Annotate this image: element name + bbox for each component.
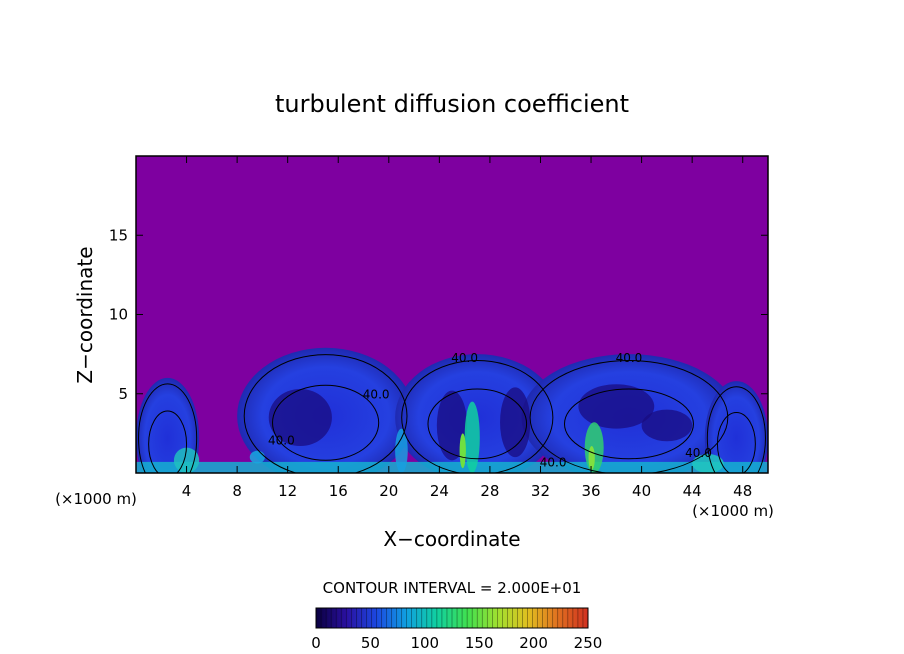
plot-area: 40.0 40.0 40.0 40.0 40.0 40.0 <box>135 155 769 474</box>
colorbar-tick-label: 0 <box>311 634 321 652</box>
y-tick-label: 5 <box>118 385 128 403</box>
x-tick-label: 32 <box>531 482 550 500</box>
x-tick-label: 12 <box>278 482 297 500</box>
chart-title: turbulent diffusion coefficient <box>275 90 629 118</box>
contour-interval-text: CONTOUR INTERVAL = 2.000E+01 <box>323 579 582 597</box>
colorbar: 0 50 100 150 200 250 <box>311 607 602 652</box>
y-tick-label: 10 <box>109 306 128 324</box>
contour-lines <box>138 354 766 473</box>
contour-line <box>138 383 198 473</box>
contour-label: 40.0 <box>363 388 390 402</box>
y-tick-label: 15 <box>109 226 128 244</box>
contour-line <box>706 386 766 473</box>
colorbar-tick-label: 250 <box>574 634 603 652</box>
colorbar-tick-label: 150 <box>465 634 494 652</box>
high-diffusion-core <box>459 433 466 469</box>
contour-label: 40.0 <box>451 351 478 365</box>
low-diffusion-pocket <box>500 387 531 458</box>
contour-label: 40.0 <box>268 433 295 447</box>
contour-label: 40.0 <box>540 456 567 470</box>
x-unit-left: (×1000 m) <box>55 490 137 508</box>
x-tick-label: 8 <box>232 482 242 500</box>
updraft-streak <box>464 401 480 473</box>
contour-line <box>401 359 554 473</box>
x-tick-label: 40 <box>632 482 651 500</box>
low-diffusion-pocket <box>578 384 655 429</box>
colorbar-tick-label: 50 <box>361 634 380 652</box>
colorbar-labels: 0 50 100 150 200 250 <box>311 634 602 652</box>
contour-line <box>716 411 756 473</box>
x-axis-ticks: 4 8 12 16 20 24 28 32 36 40 44 48 <box>182 156 752 500</box>
colorbar-tick-label: 100 <box>410 634 439 652</box>
x-tick-label: 16 <box>329 482 348 500</box>
contour-labels: 40.0 40.0 40.0 40.0 40.0 40.0 <box>268 351 712 470</box>
x-tick-label: 44 <box>683 482 702 500</box>
contour-line <box>148 410 188 473</box>
x-tick-label: 48 <box>733 482 752 500</box>
contour-label: 40.0 <box>616 351 643 365</box>
turbulence-field <box>136 347 768 473</box>
low-diffusion-pocket <box>436 390 468 461</box>
x-unit-right: (×1000 m) <box>692 502 774 520</box>
x-tick-label: 24 <box>430 482 449 500</box>
plume-cell <box>136 377 200 473</box>
surface-layer <box>136 461 768 473</box>
x-axis-label: X−coordinate <box>383 527 520 551</box>
colorbar-frame <box>315 607 589 629</box>
colorbar-tick-label: 200 <box>519 634 548 652</box>
updraft-streak <box>249 450 265 464</box>
contour-line <box>243 354 408 473</box>
contour-line <box>427 388 528 460</box>
contour-line <box>529 359 729 473</box>
contour-label: 40.0 <box>685 446 712 460</box>
plume-cell <box>704 381 768 473</box>
x-tick-label: 20 <box>379 482 398 500</box>
updraft-streak <box>395 428 408 473</box>
updraft-streak <box>692 453 724 473</box>
colorbar-stripes <box>320 608 584 628</box>
y-axis-label: Z−coordinate <box>73 246 97 383</box>
contour-line <box>563 388 694 460</box>
x-tick-label: 4 <box>182 482 192 500</box>
contour-line <box>272 384 380 461</box>
x-tick-label: 36 <box>581 482 600 500</box>
low-diffusion-pocket <box>641 409 693 442</box>
x-tick-label: 28 <box>480 482 499 500</box>
high-diffusion-core <box>588 446 595 470</box>
updraft-streak <box>584 422 604 473</box>
low-diffusion-pocket <box>268 388 332 447</box>
y-axis-ticks: 5 10 15 <box>109 226 768 403</box>
